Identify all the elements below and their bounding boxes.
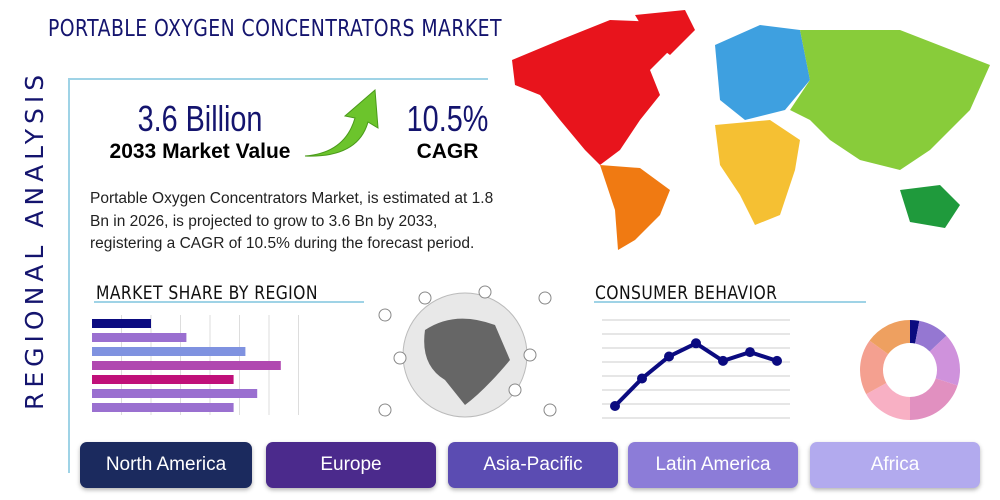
bar xyxy=(92,333,187,342)
consumer-line-chart xyxy=(602,319,790,419)
bar xyxy=(92,347,246,356)
description: Portable Oxygen Concentrators Market, is… xyxy=(90,190,494,252)
region-label: Asia-Pacific xyxy=(483,454,583,475)
bar xyxy=(92,389,258,398)
line-point xyxy=(664,351,674,362)
market-value-block: 3.6 Billion 2033 Market Value xyxy=(90,98,310,164)
network-globe-icon xyxy=(378,285,557,418)
donut-slice xyxy=(915,320,947,352)
cagr-value: 10.5% xyxy=(406,98,489,139)
donut-slice xyxy=(866,383,910,420)
heading-underline xyxy=(94,301,364,303)
consumer-donut-chart xyxy=(860,320,960,420)
region-label: Africa xyxy=(870,454,920,475)
region-button-europe[interactable]: Europe xyxy=(266,442,436,488)
region-button-latin-america[interactable]: Latin America xyxy=(628,442,798,488)
asia-region xyxy=(790,30,990,170)
australia-region xyxy=(900,185,960,228)
donut-slice xyxy=(869,320,910,355)
region-button-asia-pacific[interactable]: Asia-Pacific xyxy=(448,442,618,488)
world-map xyxy=(512,10,990,250)
frame-divider xyxy=(68,78,488,80)
line-point xyxy=(745,347,755,358)
page-title: PORTABLE OXYGEN CONCENTRATORS MARKET xyxy=(48,16,502,42)
side-label: REGIONAL ANALYSIS xyxy=(20,69,49,410)
bar xyxy=(92,403,234,412)
market-value: 3.6 Billion xyxy=(137,98,263,139)
heading-underline xyxy=(594,301,866,303)
line-point xyxy=(637,373,647,384)
north-america-region xyxy=(512,20,675,165)
bar xyxy=(92,375,234,384)
line-point xyxy=(691,338,701,349)
frame-divider xyxy=(68,78,70,473)
donut-slice xyxy=(929,335,960,386)
region-label: North America xyxy=(105,454,227,475)
region-label: Europe xyxy=(320,454,382,475)
greenland-region xyxy=(635,10,695,55)
line-point xyxy=(610,401,620,411)
region-label: Latin America xyxy=(655,454,771,475)
donut-slice xyxy=(910,378,958,420)
cagr-block: 10.5% CAGR xyxy=(390,98,505,164)
line-point xyxy=(772,355,782,366)
bar xyxy=(92,319,151,328)
africa-region xyxy=(715,120,800,225)
growth-arrow-icon xyxy=(304,88,379,157)
donut-slice xyxy=(860,340,889,395)
market-share-heading: MARKET SHARE BY REGION xyxy=(96,282,318,304)
region-button-north-america[interactable]: North America xyxy=(80,442,252,488)
donut-slice xyxy=(910,320,920,344)
market-value-label: 2033 Market Value xyxy=(109,140,291,163)
europe-region xyxy=(715,25,810,120)
south-america-region xyxy=(600,165,670,250)
cagr-label: CAGR xyxy=(416,140,479,163)
bar xyxy=(92,361,281,370)
region-button-africa[interactable]: Africa xyxy=(810,442,980,488)
consumer-behavior-heading: CONSUMER BEHAVIOR xyxy=(595,282,778,304)
line-point xyxy=(718,355,728,366)
market-share-chart xyxy=(92,315,299,415)
